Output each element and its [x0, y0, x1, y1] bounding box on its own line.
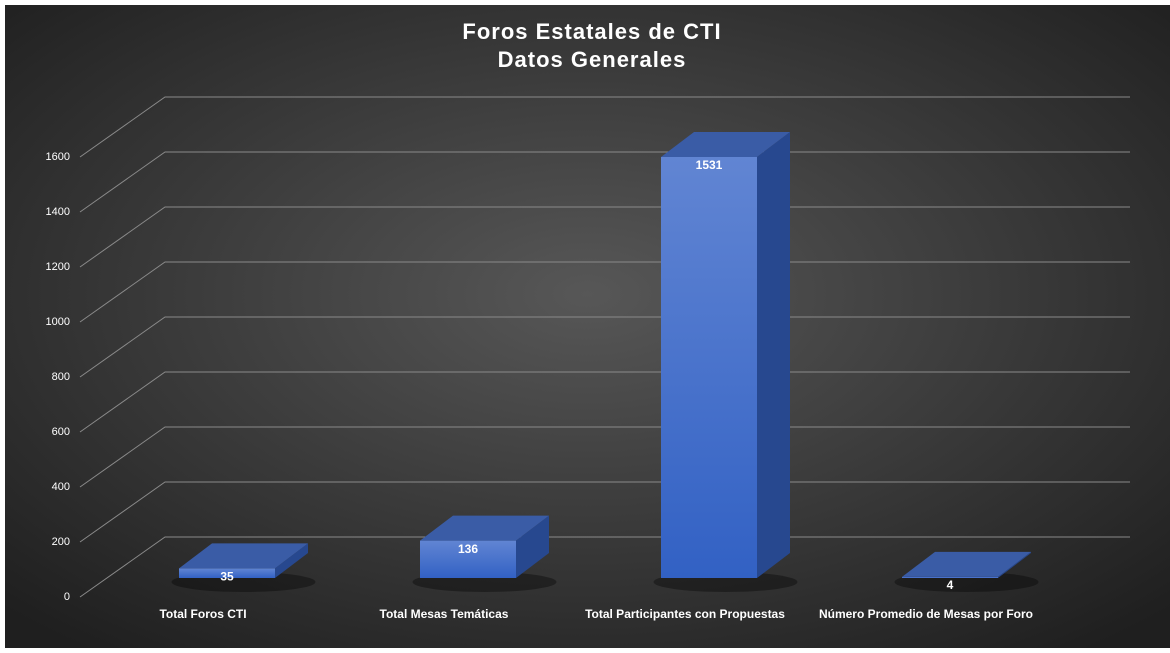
y-tick-label: 600: [52, 426, 70, 438]
y-tick-label: 800: [52, 371, 70, 383]
grid-line: [79, 206, 1130, 268]
chart-subtitle: Datos Generales: [498, 47, 687, 72]
y-tick-label: 0: [64, 591, 70, 603]
grid-line: [79, 261, 1130, 323]
bar-top: [179, 543, 308, 569]
grid-line: [79, 536, 1130, 598]
x-tick-label: Total Participantes con Propuestas: [585, 607, 785, 621]
y-tick-label: 1400: [46, 206, 70, 218]
y-tick-label: 1600: [46, 151, 70, 163]
bar-side: [998, 551, 1031, 578]
y-tick-label: 200: [52, 536, 70, 548]
grid-line: [79, 96, 1130, 158]
data-label: 136: [458, 542, 478, 556]
bar: [661, 156, 757, 578]
y-tick-label: 400: [52, 481, 70, 493]
y-tick-label: 1200: [46, 261, 70, 273]
bar-side: [757, 131, 790, 578]
bar-top: [661, 131, 790, 157]
bar-top: [420, 515, 549, 541]
bar: [420, 540, 516, 578]
grid-line: [79, 151, 1130, 213]
x-tick-label: Número Promedio de Mesas por Foro: [818, 607, 1034, 621]
x-tick-label: Total Foros CTI: [159, 607, 247, 621]
bar: [902, 576, 998, 578]
bar: [179, 568, 275, 578]
x-tick-label: Total Mesas Temáticas: [379, 607, 509, 621]
grid-line: [79, 316, 1130, 378]
data-label: 1531: [696, 158, 723, 172]
bar-side: [516, 515, 549, 578]
bar-side: [275, 543, 308, 578]
grid-line: [79, 426, 1130, 488]
data-label: 35: [220, 570, 234, 584]
y-tick-label: 1000: [46, 316, 70, 328]
data-label: 4: [947, 578, 954, 592]
grid-line: [79, 371, 1130, 433]
background: [5, 5, 1170, 648]
chart-title: Foros Estatales de CTI: [462, 19, 721, 44]
bar-top: [902, 551, 1031, 577]
grid-line: [79, 481, 1130, 543]
